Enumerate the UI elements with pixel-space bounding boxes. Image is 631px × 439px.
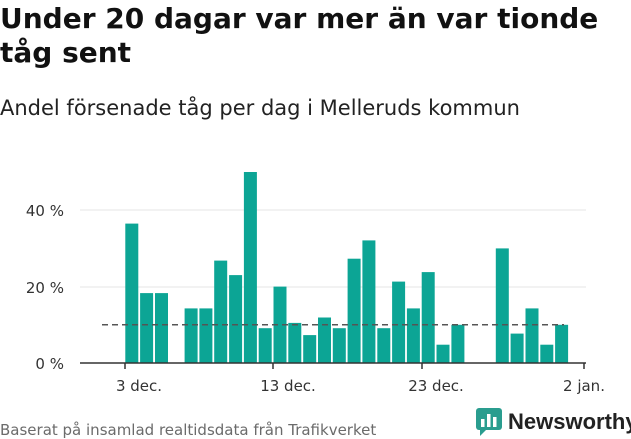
bar-18-dec xyxy=(362,240,376,363)
y-tick-label-0: 0 % xyxy=(35,355,64,373)
bar-2-dec xyxy=(125,223,139,363)
x-tick-label-13-dec: 13 dec. xyxy=(260,377,316,395)
source-note: Baserat på insamlad realtidsdata från Tr… xyxy=(0,421,377,439)
bar-6-dec xyxy=(184,308,198,363)
chart-title: Under 20 dagar var mer än var tionde tåg… xyxy=(0,2,599,69)
bar-9-dec xyxy=(229,275,243,363)
bar-15-dec xyxy=(318,317,331,363)
bars xyxy=(125,172,569,363)
bar-31-dec xyxy=(555,324,569,363)
bar-8-dec xyxy=(214,260,228,363)
newsworthy-logo-icon xyxy=(476,408,502,436)
bar-13-dec xyxy=(288,322,302,363)
x-tick-labels: 3 dec. 13 dec. 23 dec. 2 jan. xyxy=(116,377,605,395)
bar-7-dec xyxy=(199,308,213,363)
bar-3-dec xyxy=(140,293,154,363)
bar-21-dec xyxy=(406,308,420,363)
x-tick-label-2-jan: 2 jan. xyxy=(563,377,605,395)
bar-30-dec xyxy=(540,344,554,363)
x-tick-label-23-dec: 23 dec. xyxy=(408,377,464,395)
newsworthy-brand[interactable]: Newsworthy xyxy=(476,408,631,436)
bar-20-dec xyxy=(392,281,406,363)
bar-28-dec xyxy=(510,333,524,363)
bar-chart: 40 % 20 % 0 % 3 dec. 13 dec. 23 dec. 2 j… xyxy=(26,172,605,395)
bar-4-dec xyxy=(155,293,168,363)
gridlines xyxy=(80,209,586,288)
y-tick-label-40: 40 % xyxy=(26,202,64,220)
bar-23-dec xyxy=(436,344,450,363)
y-tick-label-20: 20 % xyxy=(26,279,64,297)
bar-14-dec xyxy=(303,335,317,363)
bar-17-dec xyxy=(347,258,361,363)
bar-24-dec xyxy=(451,324,465,363)
bar-10-dec xyxy=(243,172,257,363)
bar-22-dec xyxy=(421,272,435,363)
bar-12-dec xyxy=(273,286,287,363)
bar-19-dec xyxy=(377,328,391,363)
x-tick-label-3-dec: 3 dec. xyxy=(116,377,162,395)
bar-29-dec xyxy=(525,308,539,363)
brand-name: Newsworthy xyxy=(508,409,631,434)
bar-27-dec xyxy=(495,248,509,363)
bar-16-dec xyxy=(332,328,346,363)
y-tick-labels: 40 % 20 % 0 % xyxy=(26,202,64,373)
bar-11-dec xyxy=(258,328,272,363)
x-ticks xyxy=(124,363,585,369)
chart-subtitle: Andel försenade tåg per dag i Melleruds … xyxy=(0,96,520,120)
